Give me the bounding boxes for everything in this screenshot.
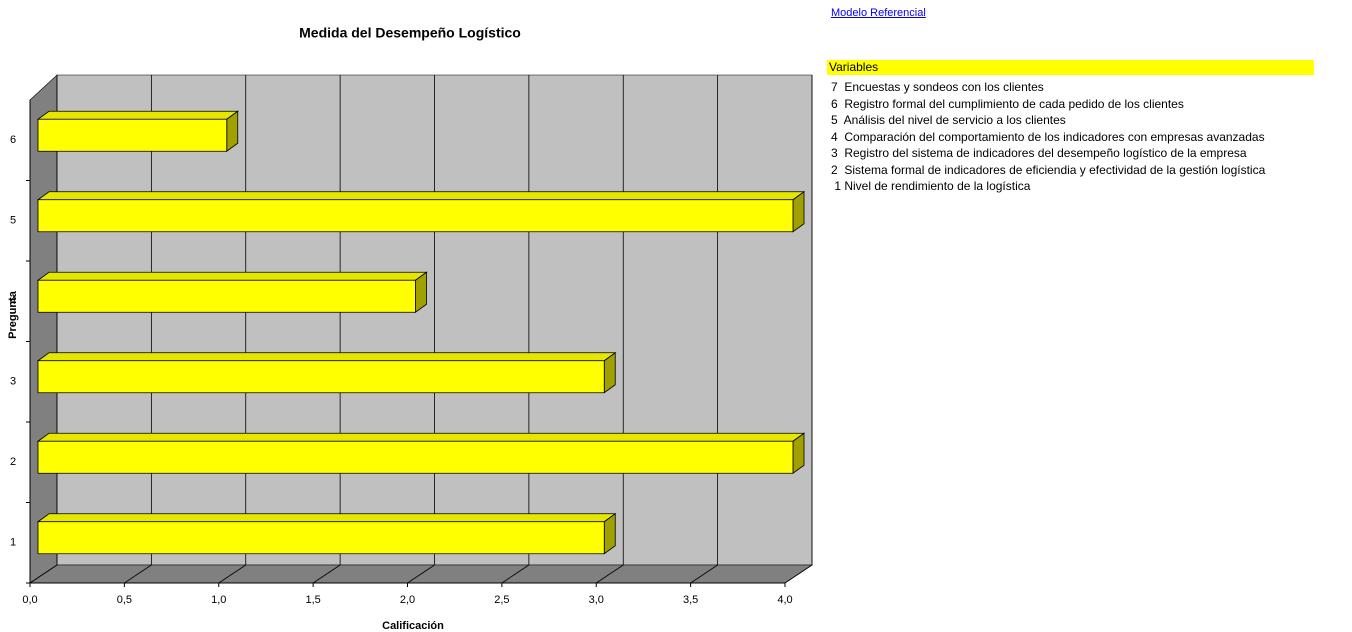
bar [36,432,806,475]
x-tick-label: 0,5 [117,594,132,606]
floor-grid-line [784,564,813,584]
y-tick-label: 1 [10,537,16,549]
bar-top [36,271,428,281]
x-tick-label: 3,5 [683,594,698,606]
bar-top [36,191,806,201]
x-tick-label: 0,0 [22,594,37,606]
bar-face [37,440,794,474]
variable-item: 2 Sistema formal de indicadores de efici… [831,162,1266,177]
x-tick-label: 3,0 [589,594,604,606]
y-tick-label: 6 [10,134,16,146]
floor-grid-line [124,564,152,584]
bar [36,190,806,233]
x-axis-label: Calificación [382,620,444,632]
bar-face [37,118,228,152]
chart: Medida del Desempeño Logístico Calificac… [7,25,813,632]
bar-face [37,199,794,233]
y-tick-label: 5 [10,215,16,227]
bar-top [36,432,806,442]
x-tick-label: 1,5 [305,594,320,606]
x-tick-label: 1,0 [211,594,226,606]
y-tick-label: 2 [10,456,16,468]
x-tick-label: 2,5 [494,594,509,606]
variable-item: 7 Encuestas y sondeos con los clientes [831,80,1044,94]
bar-face [37,360,605,394]
variable-item: 5 Análisis del nivel de servicio a los c… [831,113,1066,127]
floor-grid-line [29,564,58,584]
floor-grid-line [690,564,718,584]
y-axis-label: Pregunta [7,290,19,339]
bar [36,110,239,153]
variable-item: 6 Registro formal del cumplimiento de ca… [831,96,1184,111]
bar-face [37,521,605,555]
link[interactable]: Modelo Referencial [831,7,926,19]
x-tick-label: 4,0 [777,594,792,606]
variable-item: 4 Comparación del comportamiento de los … [831,129,1265,144]
variable-item: 1 Nivel de rendimiento de la logística [831,179,1031,193]
variables-header: Variables [827,60,1314,75]
floor-grid-line [596,564,624,584]
bar-top [36,513,617,523]
bar [36,512,617,555]
bar [36,351,617,394]
y-tick-label: 3 [10,376,16,388]
floor-grid-line [501,564,530,584]
floor-grid-line [407,564,435,584]
y-tick-label: 4 [10,295,16,307]
variable-item: 3 Registro del sistema de indicadores de… [831,146,1247,160]
floor-grid-line [312,564,341,584]
bar [36,271,428,314]
chart-title: Medida del Desempeño Logístico [299,25,521,41]
bar-top [36,352,617,362]
floor-grid-line [218,564,246,584]
x-tick-label: 2,0 [400,594,415,606]
bar-face [37,279,416,313]
bar-top [36,110,239,120]
